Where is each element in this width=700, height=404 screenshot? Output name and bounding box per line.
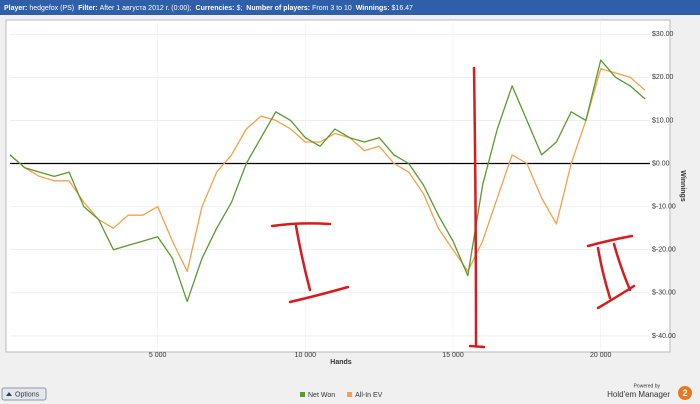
header-label: Winnings: [356,5,390,12]
header-label: Filter: [78,5,97,12]
annotations [270,66,636,349]
options-arrow [6,392,12,396]
y-tick-label: $-20.00 [652,247,676,254]
annotation-stroke [472,66,478,347]
legend: Net Won All-In EV [300,392,383,399]
annotation-stroke [596,246,612,300]
annotation-stroke [288,285,350,304]
annotation-stroke [294,224,312,292]
legend-swatch [300,392,305,397]
y-tick-label: $-10.00 [652,203,676,210]
options-button-frame[interactable] [1,387,47,401]
brand-name: Hold'em Manager [607,390,670,399]
y-axis-title: Winnings [679,170,686,202]
annotation-stroke [586,234,634,248]
y-tick-label: $20.00 [652,74,674,81]
annotation-stroke [270,222,332,228]
y-tick-label: $-40.00 [652,333,676,340]
options-button[interactable]: Options [1,387,47,401]
legend-label: All-In EV [355,392,383,399]
brand-logo [678,386,692,400]
series-line [9,59,646,303]
annotation-stroke [596,284,636,310]
legend-label: Net Won [308,392,335,399]
y-tick-label: $30.00 [652,31,674,38]
powered-by: Powered by [634,383,661,389]
plot: $-40.00 $-30.00 $-20.00 $-10.00 $0.00 $10.00 $… [9,20,676,359]
x-tick-label: 5 000 [149,352,167,359]
header: Player: hedgefox (PS) Filter: After 1 авгус… [4,5,413,12]
brand-version: 2 [682,388,687,398]
header-bar [0,0,700,15]
header-label: Number of players: [246,5,310,12]
x-axis-title: Hands [330,359,352,366]
header-value: $16.47 [392,5,414,12]
x-tick-label: 15 000 [442,352,464,359]
legend-swatch [347,392,353,397]
header-label: Player: [4,5,27,12]
header-value: $; [236,5,242,12]
annotation-stroke [612,242,632,292]
y-tick-label: $-30.00 [652,290,676,297]
options-label[interactable]: Options [15,391,40,398]
header-value: From 3 to 10 [312,5,352,12]
annotation-stroke [468,344,486,349]
plot-panel [5,19,671,353]
header-text: Player: hedgefox (PS) Filter: After 1 авгус… [4,5,413,12]
x-tick-label: 20 000 [590,352,612,359]
header-label: Currencies: [196,5,235,12]
header-value: After 1 августа 2012 г. (0:00); [100,5,192,12]
y-tick-label: $0.00 [652,160,670,167]
header-value: hedgefox (PS) [29,5,74,12]
y-tick-label: $10.00 [652,117,674,124]
x-tick-label: 10 000 [295,352,317,359]
